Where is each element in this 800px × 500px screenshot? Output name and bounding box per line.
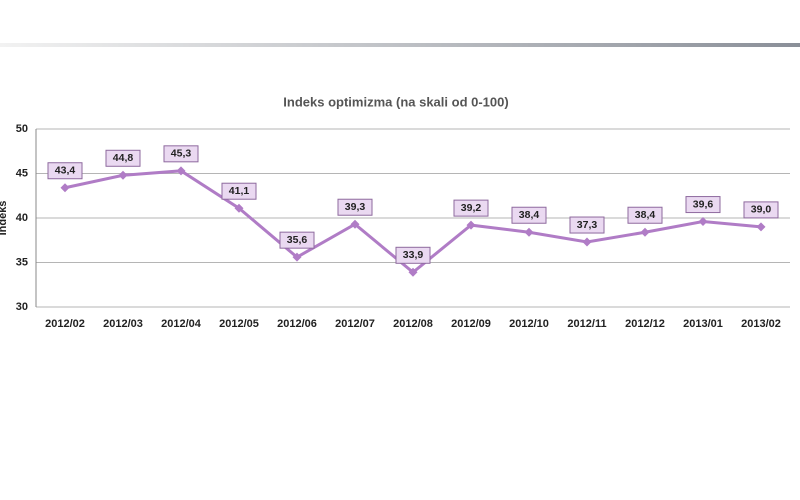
y-tick-label: 35 bbox=[16, 256, 28, 268]
value-label: 44,8 bbox=[113, 152, 134, 164]
marker bbox=[640, 227, 650, 237]
marker bbox=[466, 220, 476, 230]
value-label: 43,4 bbox=[55, 165, 76, 177]
x-tick-label: 2012/06 bbox=[277, 318, 317, 330]
value-label-box bbox=[279, 231, 315, 249]
y-tick-label: 30 bbox=[16, 301, 28, 313]
x-tick-label: 2012/12 bbox=[625, 318, 665, 330]
marker bbox=[524, 227, 534, 237]
marker bbox=[408, 267, 418, 277]
value-label: 39,0 bbox=[751, 204, 772, 216]
marker bbox=[756, 222, 766, 232]
value-label: 35,6 bbox=[287, 234, 308, 246]
value-label-box bbox=[627, 206, 663, 224]
y-tick-label: 45 bbox=[16, 167, 28, 179]
value-label-box bbox=[569, 216, 605, 234]
value-label: 33,9 bbox=[403, 249, 424, 261]
value-label-box bbox=[337, 198, 373, 216]
value-label: 45,3 bbox=[171, 148, 192, 160]
value-label-box bbox=[511, 206, 547, 224]
value-label-box bbox=[395, 246, 431, 264]
value-label: 38,4 bbox=[635, 209, 656, 221]
x-tick-label: 2012/09 bbox=[451, 318, 491, 330]
x-tick-label: 2012/02 bbox=[45, 318, 85, 330]
value-label: 41,1 bbox=[229, 185, 250, 197]
y-axis-label: Indeks bbox=[0, 201, 9, 236]
value-label: 39,3 bbox=[345, 201, 366, 213]
value-label: 39,2 bbox=[461, 202, 482, 214]
x-tick-label: 2012/03 bbox=[103, 318, 143, 330]
value-label-box bbox=[453, 199, 489, 217]
value-label-box bbox=[743, 201, 779, 219]
value-label-box bbox=[685, 196, 721, 214]
marker bbox=[118, 170, 128, 180]
x-tick-label: 2012/04 bbox=[161, 318, 202, 330]
y-tick-label: 40 bbox=[16, 212, 28, 224]
value-label: 38,4 bbox=[519, 209, 540, 221]
marker bbox=[582, 237, 592, 247]
value-label: 39,6 bbox=[693, 198, 714, 210]
x-tick-label: 2013/01 bbox=[683, 318, 723, 330]
value-label-box bbox=[163, 145, 199, 163]
x-tick-label: 2012/08 bbox=[393, 318, 433, 330]
x-tick-label: 2012/05 bbox=[219, 318, 259, 330]
y-tick-label: 50 bbox=[16, 123, 28, 135]
marker bbox=[234, 203, 244, 213]
marker bbox=[60, 183, 70, 193]
value-label-box bbox=[47, 162, 83, 180]
marker bbox=[292, 252, 302, 262]
value-label-box bbox=[105, 149, 141, 167]
marker bbox=[698, 217, 708, 227]
chart-title: Indeks optimizma (na skali od 0-100) bbox=[283, 94, 508, 109]
x-tick-label: 2013/02 bbox=[741, 318, 781, 330]
value-label: 37,3 bbox=[577, 219, 598, 231]
marker bbox=[176, 166, 186, 176]
value-label-box bbox=[221, 182, 257, 200]
x-tick-label: 2012/07 bbox=[335, 318, 375, 330]
header-bar bbox=[0, 43, 800, 47]
x-tick-label: 2012/11 bbox=[567, 318, 606, 330]
x-tick-label: 2012/10 bbox=[509, 318, 549, 330]
marker bbox=[350, 219, 360, 229]
